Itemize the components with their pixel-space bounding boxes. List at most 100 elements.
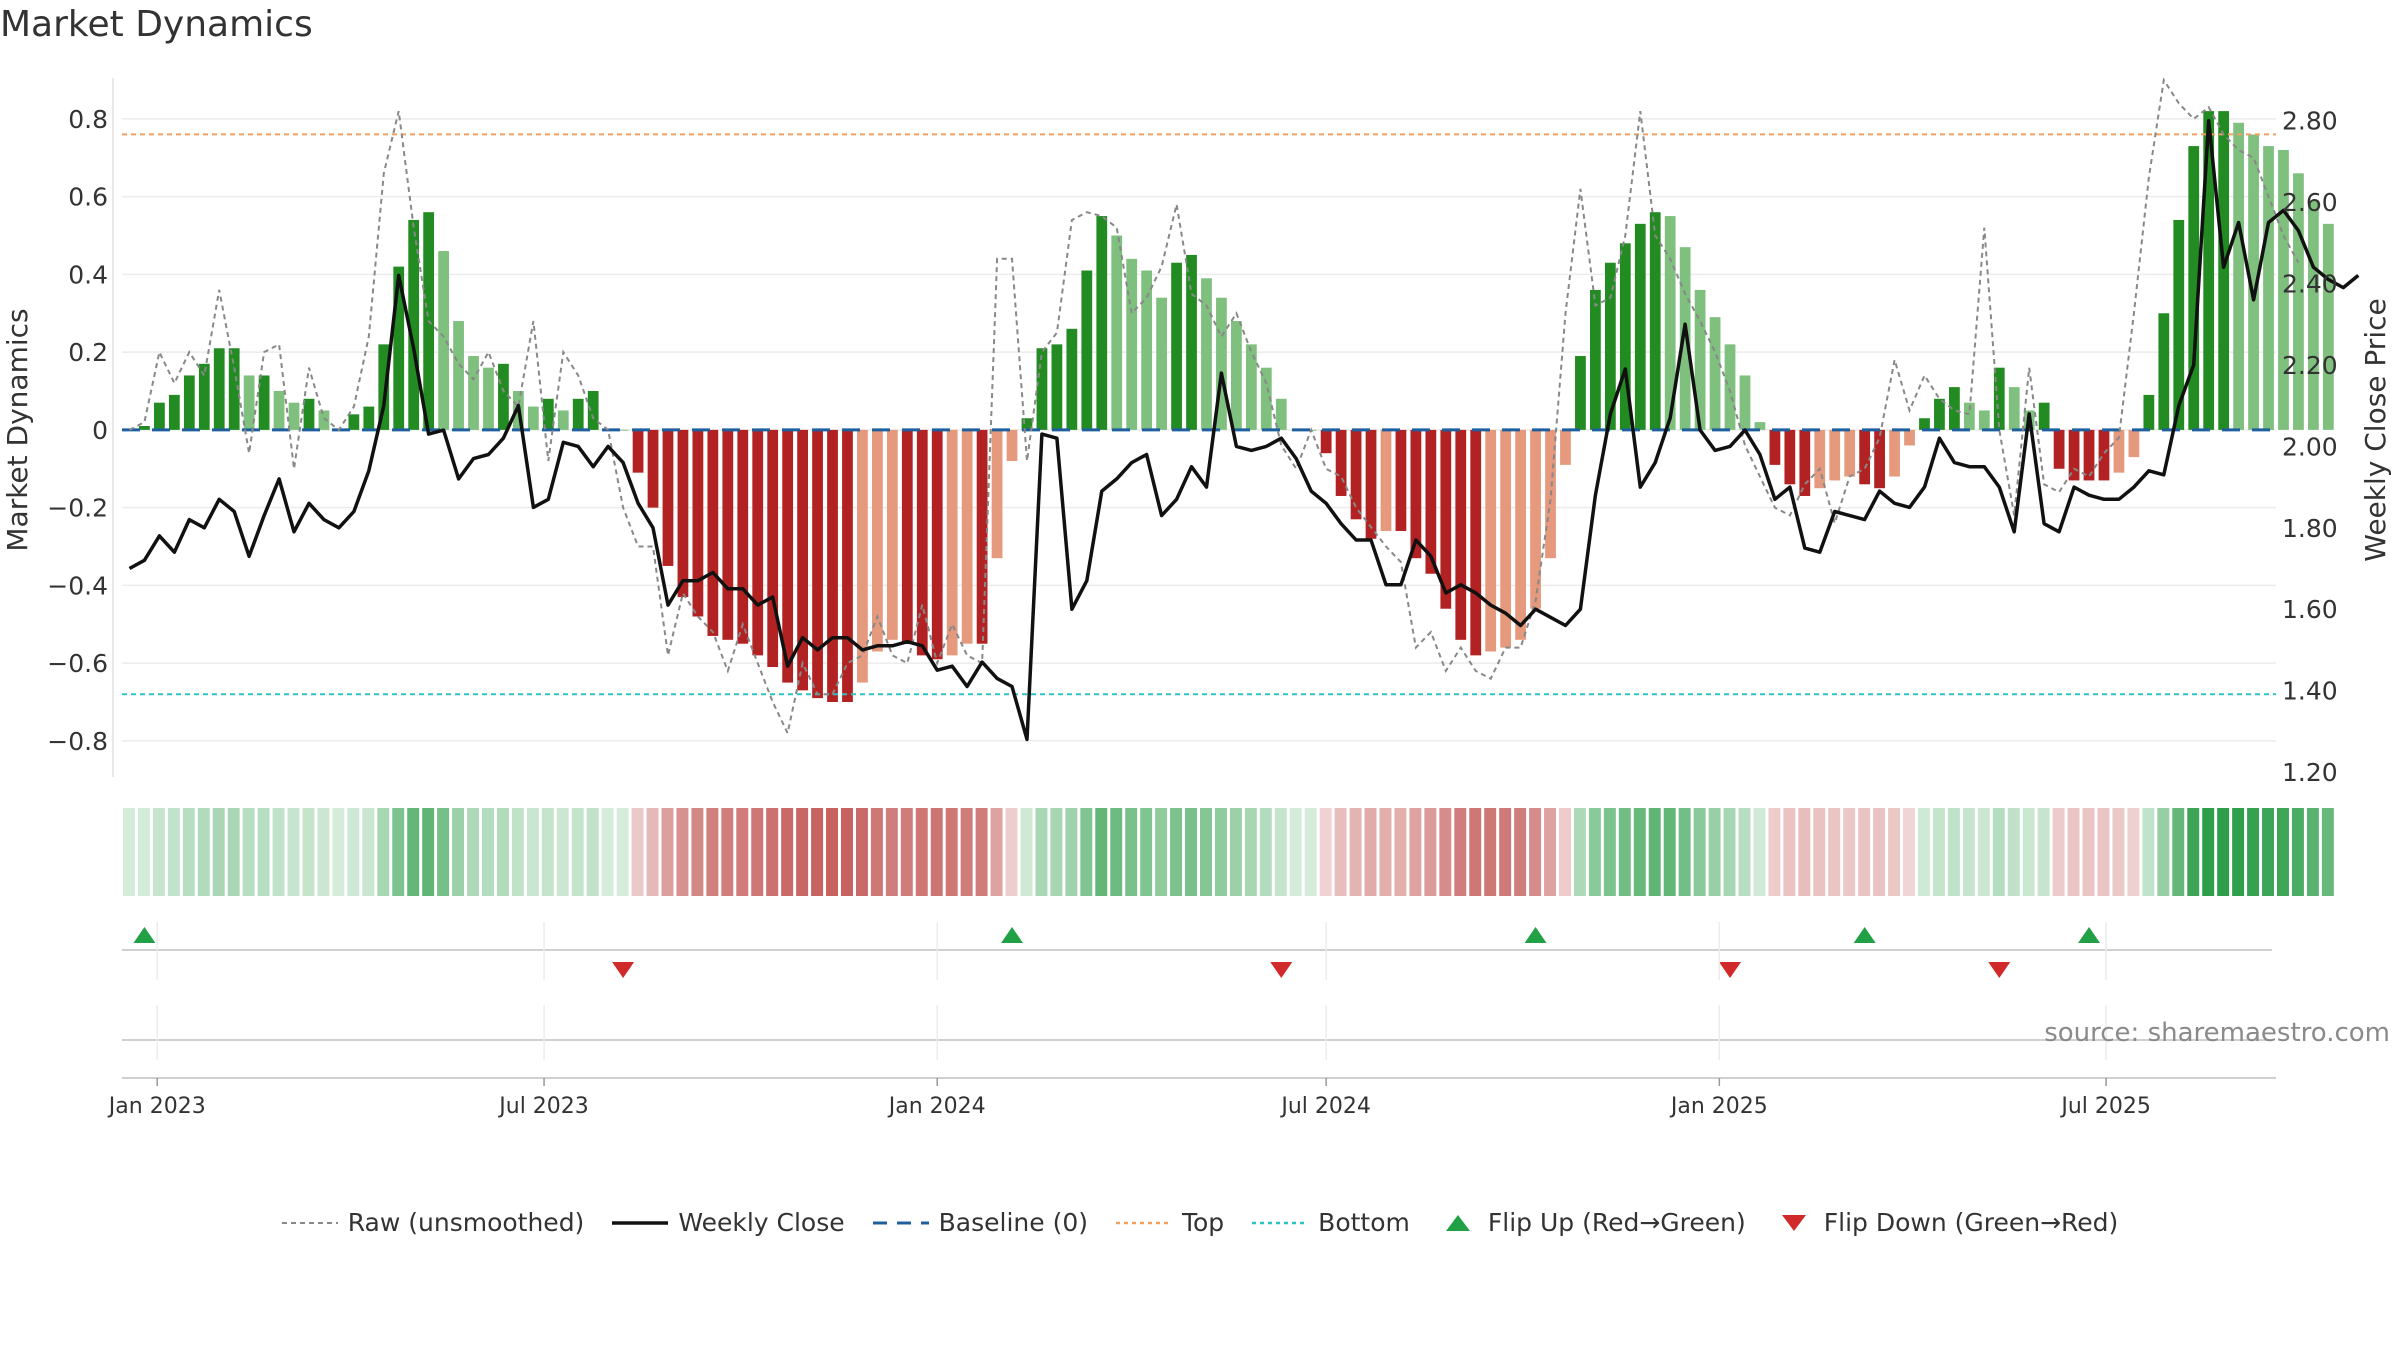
flip-down-marker bbox=[612, 962, 635, 978]
right-y-axis: 1.20 1.40 1.60 1.80 2.00 2.20 2.40 2.60 2.80 bbox=[2282, 107, 2338, 787]
regime-cell bbox=[1618, 808, 1631, 896]
momentum-bar bbox=[408, 219, 420, 430]
regime-cell bbox=[1783, 808, 1796, 896]
momentum-bar bbox=[228, 348, 240, 430]
momentum-bars bbox=[124, 111, 2334, 703]
momentum-bar bbox=[2278, 149, 2289, 430]
regime-cell bbox=[811, 808, 824, 896]
regime-cell bbox=[1409, 808, 1422, 896]
momentum-bar bbox=[1186, 254, 1197, 430]
regime-cell bbox=[930, 808, 943, 896]
weekly-close-line bbox=[128, 118, 2360, 742]
regime-cell bbox=[1918, 808, 1930, 896]
main-gridlines bbox=[122, 118, 2276, 742]
momentum-bar bbox=[797, 429, 808, 691]
legend-label: Weekly Close bbox=[678, 1208, 845, 1237]
left-axis-label: Market Dynamics bbox=[1, 308, 34, 551]
y-tick-label: 0.4 bbox=[68, 260, 108, 289]
momentum-bar bbox=[527, 406, 539, 430]
legend-raw-swatch bbox=[281, 1221, 338, 1224]
y2-tick-label: 1.60 bbox=[2282, 595, 2338, 624]
momentum-bar bbox=[542, 398, 554, 430]
momentum-bar bbox=[1350, 429, 1362, 520]
regime-cell bbox=[1125, 808, 1138, 896]
momentum-bar bbox=[498, 363, 509, 430]
momentum-bar bbox=[1754, 422, 1766, 430]
regime-cell bbox=[1544, 808, 1556, 896]
legend-bottom-swatch bbox=[1252, 1221, 1309, 1224]
momentum-bar bbox=[2263, 146, 2274, 430]
regime-cell bbox=[1843, 808, 1856, 896]
regime-cell bbox=[242, 808, 255, 896]
legend-label: Top bbox=[1181, 1208, 1225, 1237]
y2-tick-label: 1.20 bbox=[2282, 758, 2338, 787]
regime-cell bbox=[422, 808, 435, 896]
regime-cell bbox=[1185, 808, 1197, 896]
momentum-bar bbox=[617, 429, 629, 431]
regime-cell bbox=[2247, 808, 2260, 896]
regime-cell bbox=[1095, 808, 1108, 896]
momentum-bar bbox=[1006, 429, 1018, 461]
regime-cell bbox=[945, 808, 958, 896]
momentum-bar bbox=[692, 429, 704, 617]
flip-down-marker bbox=[1988, 962, 2011, 978]
momentum-bar bbox=[1500, 429, 1512, 648]
flip-up-marker bbox=[1524, 927, 1547, 943]
momentum-bar bbox=[1260, 367, 1272, 430]
momentum-bar bbox=[1335, 429, 1347, 496]
regime-cell bbox=[1274, 808, 1287, 896]
y-tick-label: 0.6 bbox=[68, 183, 108, 212]
momentum-bar bbox=[1799, 429, 1811, 496]
momentum-bar bbox=[722, 429, 734, 640]
regime-cell bbox=[2127, 808, 2140, 896]
y2-tick-label: 2.40 bbox=[2282, 270, 2338, 299]
regime-cell bbox=[1813, 808, 1826, 896]
momentum-bar bbox=[243, 375, 255, 430]
momentum-bar bbox=[1769, 429, 1781, 465]
regime-cell bbox=[781, 808, 794, 896]
regime-cell bbox=[1977, 808, 1990, 896]
momentum-bar bbox=[2053, 429, 2065, 469]
regime-cell bbox=[2157, 808, 2170, 896]
regime-cell bbox=[1424, 808, 1437, 896]
regime-cell bbox=[885, 808, 898, 896]
y2-tick-label: 2.60 bbox=[2282, 188, 2338, 217]
regime-cell bbox=[2187, 808, 2200, 896]
momentum-bar bbox=[1575, 356, 1586, 430]
regime-cell bbox=[601, 808, 614, 896]
regime-cell bbox=[302, 808, 315, 896]
regime-cell bbox=[1454, 808, 1467, 896]
momentum-bar bbox=[1231, 321, 1242, 430]
momentum-bar bbox=[931, 429, 943, 660]
y2-tick-label: 2.20 bbox=[2282, 351, 2338, 380]
momentum-bar bbox=[288, 402, 300, 430]
momentum-bar bbox=[587, 391, 599, 430]
momentum-bar bbox=[1126, 258, 1138, 430]
regime-cell bbox=[182, 808, 195, 896]
flip-up-marker bbox=[133, 927, 156, 943]
regime-cell bbox=[691, 808, 704, 896]
regime-cell bbox=[1035, 808, 1048, 896]
legend-label: Flip Down (Green→Red) bbox=[1823, 1208, 2119, 1237]
momentum-bar bbox=[572, 398, 584, 430]
x-tick-label: Jan 2024 bbox=[887, 1094, 986, 1119]
momentum-bar bbox=[1859, 429, 1871, 485]
legend-item-raw: Raw (unsmoothed) bbox=[281, 1208, 584, 1237]
momentum-bar bbox=[901, 429, 913, 644]
momentum-bar bbox=[707, 429, 719, 636]
x-tick-label: Jul 2024 bbox=[1279, 1094, 1371, 1119]
regime-cell bbox=[975, 808, 988, 896]
momentum-bar bbox=[1889, 429, 1900, 477]
momentum-bar bbox=[1978, 410, 1990, 430]
momentum-bar bbox=[991, 429, 1003, 559]
series-lines bbox=[128, 77, 2360, 742]
regime-cell bbox=[1214, 808, 1227, 896]
momentum-bar bbox=[1949, 387, 1960, 430]
momentum-bar bbox=[1784, 429, 1796, 485]
momentum-bar bbox=[318, 410, 330, 430]
regime-cell bbox=[616, 808, 629, 896]
regime-cell bbox=[1080, 808, 1093, 896]
regime-cell bbox=[2022, 808, 2035, 896]
momentum-bar bbox=[2203, 111, 2215, 430]
legend: Raw (unsmoothed) Weekly Close Baseline (… bbox=[0, 1208, 2400, 1237]
